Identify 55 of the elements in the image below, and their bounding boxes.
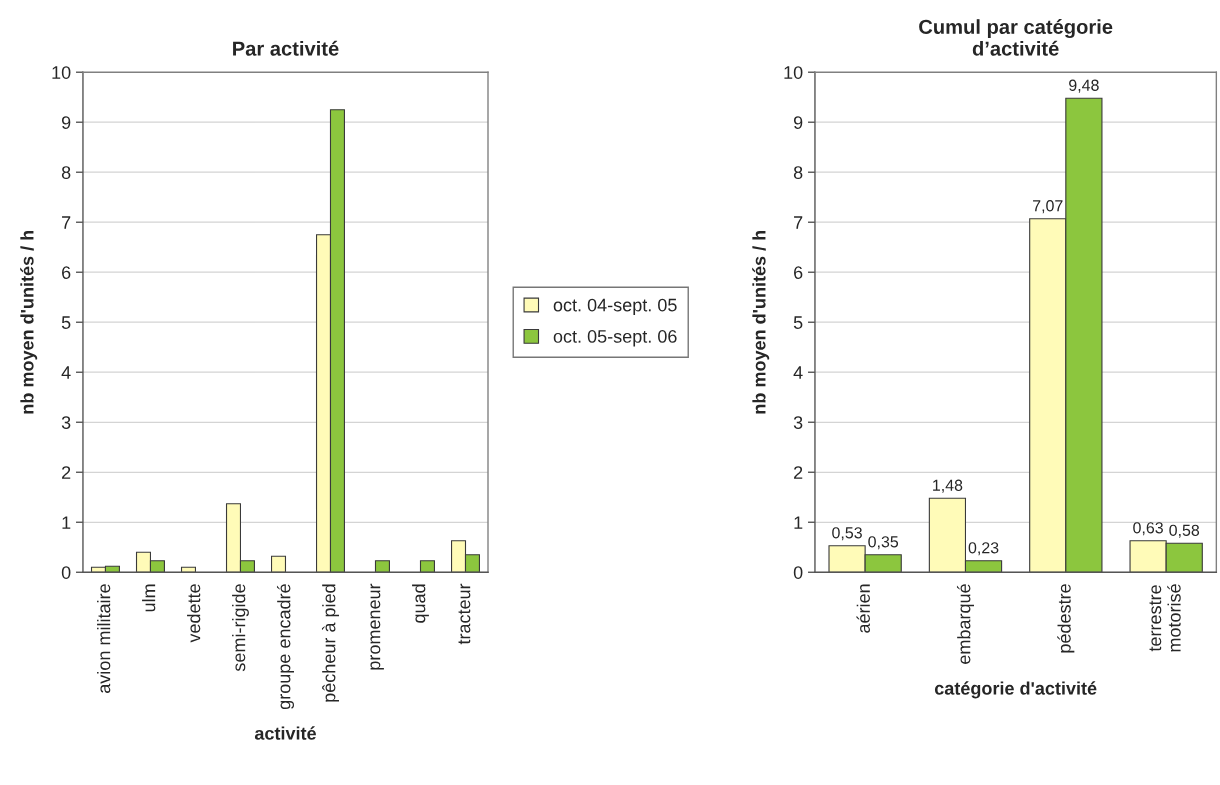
- x-tick-label: promeneur: [370, 583, 384, 670]
- data-label: 0,35: [868, 536, 899, 550]
- y-tick-label: 5: [793, 316, 803, 329]
- x-axis-title: catégorie d'activité: [934, 681, 1097, 699]
- x-tick-label: vedette: [187, 584, 201, 643]
- x-tick-label: avion militaire: [97, 584, 111, 693]
- y-tick-label: 7: [794, 216, 803, 229]
- y-tick-label: 8: [61, 166, 71, 179]
- y-tick-label: 9: [793, 116, 803, 129]
- bar: [419, 560, 435, 573]
- y-tick-label: 10: [52, 66, 71, 79]
- data-label: 7,07: [1033, 200, 1063, 214]
- x-tick-label: tracteur: [458, 583, 471, 645]
- y-axis-title: nb moyen d'unités / h: [752, 230, 770, 414]
- y-tick-label: 1: [62, 516, 71, 529]
- bar: [374, 560, 390, 573]
- y-tick-label: 6: [794, 266, 803, 279]
- y-tick-label: 0: [61, 566, 71, 579]
- data-label: 1,48: [933, 479, 963, 493]
- y-tick-label: 2: [794, 466, 803, 479]
- y-tick-label: 5: [61, 316, 71, 329]
- y-tick-label: 3: [61, 416, 71, 429]
- y-tick-label: 6: [62, 266, 71, 279]
- x-tick-label: aérien: [856, 584, 870, 633]
- y-tick-label: 4: [61, 366, 71, 379]
- y-tick-label: 1: [794, 516, 803, 529]
- y-axis-title: nb moyen d'unités / h: [20, 230, 38, 414]
- y-tick-label: 2: [62, 466, 71, 479]
- x-tick-label: semi-rigide: [232, 584, 249, 672]
- bar: [270, 555, 287, 573]
- x-tick-label: ulm: [142, 584, 156, 612]
- legend-label: oct. 05-sept. 06: [553, 330, 677, 347]
- data-label: 0,63: [1133, 522, 1163, 536]
- y-tick-label: 4: [793, 366, 803, 379]
- x-tick-label: groupe encadré: [276, 584, 294, 710]
- x-axis-title: activité: [254, 726, 316, 740]
- x-tick-label: pêcheur à pied: [321, 584, 340, 702]
- x-tick-label: terrestre motorisé: [1149, 584, 1181, 652]
- y-tick-label: 3: [793, 416, 803, 429]
- x-tick-label: embarqué: [956, 584, 974, 664]
- x-tick-label: pédestre: [1057, 584, 1075, 653]
- y-tick-label: 10: [784, 66, 803, 79]
- data-label: 0,58: [1169, 524, 1200, 538]
- data-label: 0,53: [832, 527, 862, 541]
- chart-title: Cumul par catégorie d’activité: [919, 19, 1113, 56]
- y-tick-label: 8: [793, 166, 803, 179]
- bar: [180, 566, 197, 573]
- x-tick-label: quad: [412, 584, 429, 623]
- data-label: 9,48: [1069, 79, 1099, 93]
- y-tick-label: 9: [61, 116, 71, 129]
- chart-title: Par activité: [233, 40, 339, 56]
- y-tick-label: 0: [793, 566, 803, 579]
- data-label: 0,23: [968, 542, 999, 556]
- legend-label: oct. 04-sept. 05: [553, 298, 677, 316]
- y-tick-label: 7: [62, 216, 71, 229]
